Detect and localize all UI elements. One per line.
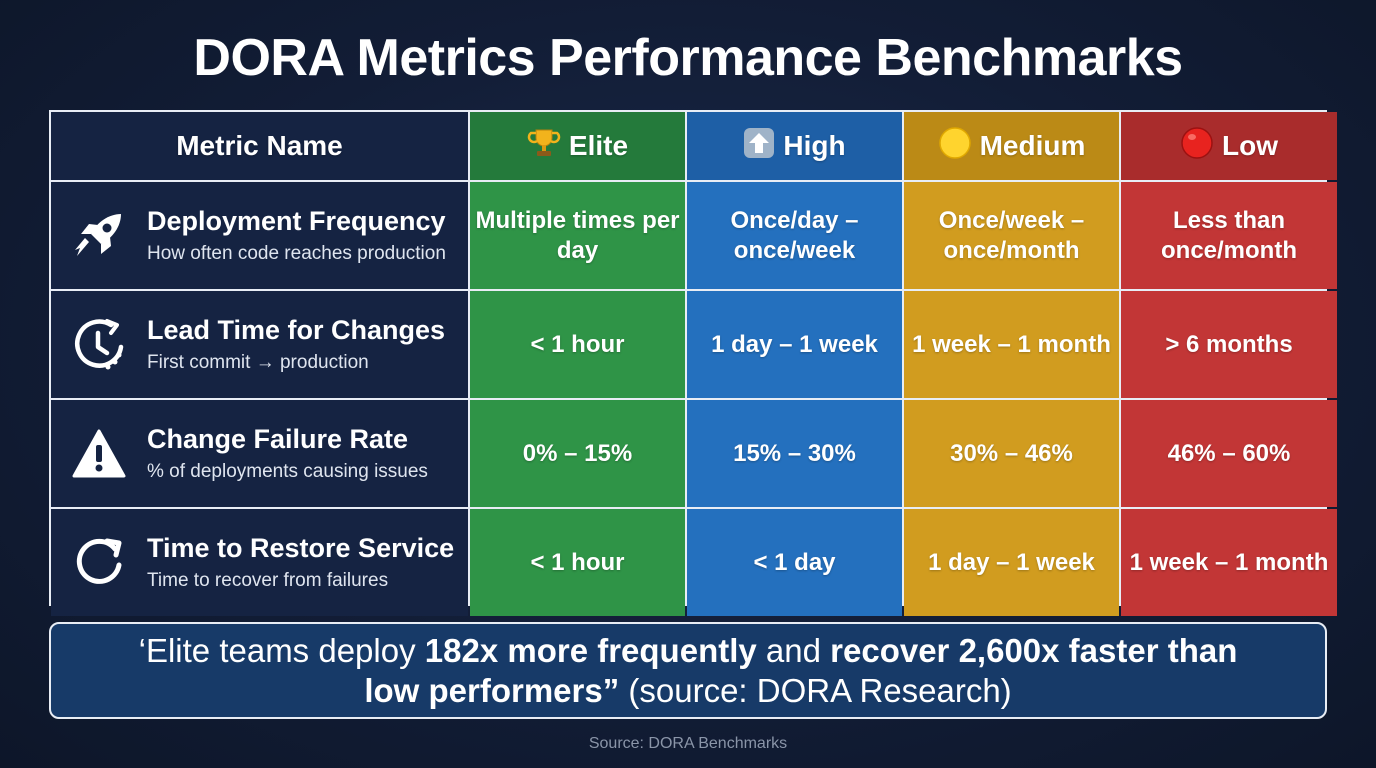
warning-icon: [71, 426, 127, 482]
page-title: DORA Metrics Performance Benchmarks: [193, 29, 1183, 87]
yellow-circle-icon: [938, 126, 972, 166]
up-arrow-icon: [743, 127, 775, 165]
metric-description: Time to recover from failures: [147, 569, 389, 591]
quote-box: ‘Elite teams deploy 182x more frequently…: [49, 622, 1327, 719]
metric-change-failure-rate: Change Failure Rate % of deployments cau…: [51, 400, 468, 507]
high-value: < 1 day: [687, 509, 902, 616]
metric-name: Change Failure Rate: [147, 423, 409, 454]
elite-value: < 1 hour: [470, 291, 685, 398]
header-medium-label: Medium: [979, 130, 1086, 161]
header-elite: Elite: [470, 112, 685, 180]
quote-part-3: (source: DORA Research): [619, 671, 1012, 709]
metric-name: Time to Restore Service: [147, 532, 455, 563]
header-low-label: Low: [1222, 130, 1278, 161]
high-value: 15% – 30%: [687, 400, 902, 507]
medium-value: 1 day – 1 week: [904, 509, 1119, 616]
header-metric-name: Metric Name: [51, 112, 468, 180]
quote-bold-1: 182x more frequently: [424, 631, 757, 669]
red-circle-icon: [1180, 126, 1214, 166]
header-medium: Medium: [904, 112, 1119, 180]
high-value: Once/day – once/week: [687, 182, 902, 289]
restore-icon: [71, 535, 127, 591]
header-high: High: [687, 112, 902, 180]
elite-value: 0% – 15%: [470, 400, 685, 507]
medium-value: 30% – 46%: [904, 400, 1119, 507]
metric-name: Lead Time for Changes: [147, 314, 446, 345]
low-value: > 6 months: [1121, 291, 1337, 398]
quote-part-2: and: [756, 631, 831, 669]
rocket-icon: [71, 208, 127, 264]
header-metric-label: Metric Name: [176, 130, 343, 161]
header-low: Low: [1121, 112, 1337, 180]
metric-description: First commit → production: [147, 351, 369, 373]
trophy-icon: [527, 126, 561, 166]
high-value: 1 day – 1 week: [687, 291, 902, 398]
low-value: 46% – 60%: [1121, 400, 1337, 507]
source-caption: Source: DORA Benchmarks: [588, 735, 788, 752]
metric-description: How often code reaches production: [147, 242, 446, 264]
quote-text: ‘Elite teams deploy 182x more frequently…: [111, 631, 1265, 711]
metric-time-to-restore: Time to Restore Service Time to recover …: [51, 509, 468, 616]
quote-part-1: ‘Elite teams deploy: [138, 631, 425, 669]
low-value: 1 week – 1 month: [1121, 509, 1337, 616]
benchmark-table: Metric Name Elite High Med: [49, 110, 1337, 616]
metric-description: % of deployments causing issues: [147, 460, 428, 482]
medium-value: 1 week – 1 month: [904, 291, 1119, 398]
metric-name: Deployment Frequency: [147, 205, 446, 236]
header-high-label: High: [783, 130, 846, 161]
header-elite-label: Elite: [568, 130, 629, 161]
clock-icon: [71, 317, 127, 373]
metric-lead-time: Lead Time for Changes First commit → pro…: [51, 291, 468, 398]
quote-bold-2: recover 2,600x faster than low performer…: [364, 631, 1238, 709]
medium-value: Once/week – once/month: [904, 182, 1119, 289]
low-value: Less than once/month: [1121, 182, 1337, 289]
elite-value: < 1 hour: [470, 509, 685, 616]
elite-value: Multiple times per day: [470, 182, 685, 289]
metric-deployment-frequency: Deployment Frequency How often code reac…: [51, 182, 468, 289]
